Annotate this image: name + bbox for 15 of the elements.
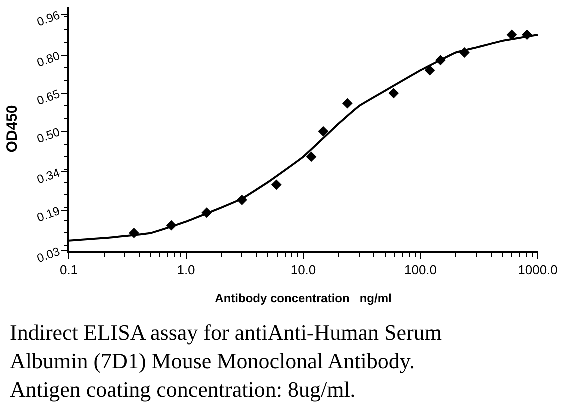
x-axis-title: Antibody concentration ng/ml <box>215 292 392 306</box>
y-tick-label: 0.03 <box>35 244 62 266</box>
y-tick-label: 0.80 <box>35 48 62 70</box>
y-axis-title: OD450 <box>4 105 21 153</box>
x-tick-label: 100.0 <box>404 262 438 278</box>
x-tick-label: 1000.0 <box>518 262 558 278</box>
y-tick-label: 0.65 <box>35 86 62 108</box>
y-tick-label: 0.34 <box>35 166 62 187</box>
y-tick-label: 0.96 <box>35 8 62 30</box>
x-tick-label: 0.1 <box>60 262 78 278</box>
text: Indirect ELISA assay for antiAnti-Human Serum Albumin (7D1) Mouse Monoclonal Antibody. Antigen coating concentration: 8ug/ml. <box>10 320 442 402</box>
x-tick-label: 10.0 <box>290 262 316 278</box>
y-tick-label: 0.19 <box>35 204 62 225</box>
y-tick-label: 0.50 <box>35 124 62 146</box>
x-tick-label: 1.0 <box>177 262 196 278</box>
